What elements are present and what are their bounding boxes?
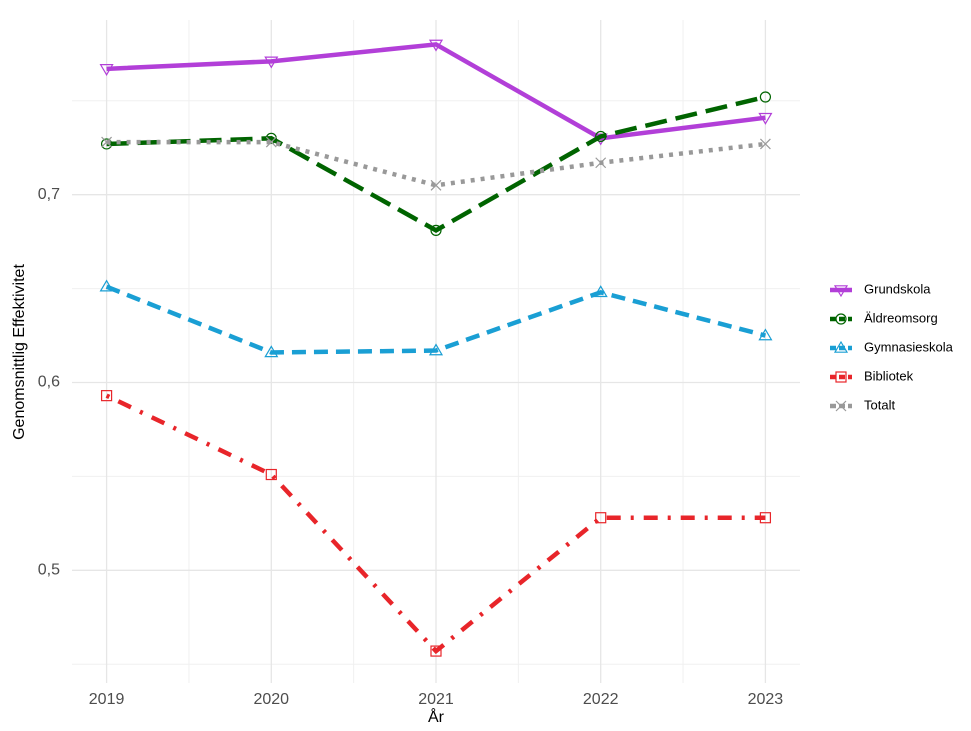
marker xyxy=(833,285,849,298)
y-tick-label: 0,7 xyxy=(38,186,60,203)
marker xyxy=(593,285,608,298)
marker xyxy=(100,138,113,150)
marker xyxy=(835,371,847,383)
marker xyxy=(758,328,773,341)
y-tick-label: 0,6 xyxy=(38,374,60,391)
legend-label: Bibliotek xyxy=(864,368,914,383)
marker xyxy=(428,39,444,52)
marker xyxy=(428,343,444,356)
x-axis-title: År xyxy=(428,707,445,726)
line xyxy=(105,393,766,655)
marker xyxy=(265,468,277,481)
marker xyxy=(835,313,847,325)
legend-label: Totalt xyxy=(864,397,895,412)
marker xyxy=(759,512,772,524)
marker xyxy=(265,132,277,144)
marker xyxy=(759,91,772,103)
legend-label: Gymnasieskola xyxy=(864,339,954,354)
marker xyxy=(265,136,277,148)
y-axis-title: Genomsnittlig Effektivitet xyxy=(11,264,28,440)
x-tick-label: 2019 xyxy=(89,691,125,708)
legend-label: Äldreomsorg xyxy=(864,310,938,325)
line xyxy=(106,42,766,141)
marker xyxy=(264,345,279,358)
marker xyxy=(595,512,607,524)
x-tick-label: 2023 xyxy=(748,691,784,708)
marker xyxy=(100,390,113,402)
marker xyxy=(430,224,442,236)
line xyxy=(105,284,766,355)
marker xyxy=(99,64,114,77)
marker xyxy=(99,279,114,292)
marker xyxy=(759,138,771,150)
marker xyxy=(595,130,607,143)
line xyxy=(106,94,766,233)
x-tick-label: 2021 xyxy=(418,691,454,708)
marker xyxy=(758,112,773,125)
marker xyxy=(430,645,442,657)
y-tick-label: 0,5 xyxy=(38,562,60,579)
x-tick-label: 2022 xyxy=(583,691,619,708)
marker xyxy=(101,136,113,148)
marker xyxy=(835,400,847,412)
marker xyxy=(833,340,849,353)
legend-label: Grundskola xyxy=(864,281,931,296)
marker xyxy=(595,157,607,169)
marker xyxy=(430,179,442,191)
x-tick-label: 2020 xyxy=(253,691,289,708)
marker xyxy=(264,56,279,69)
